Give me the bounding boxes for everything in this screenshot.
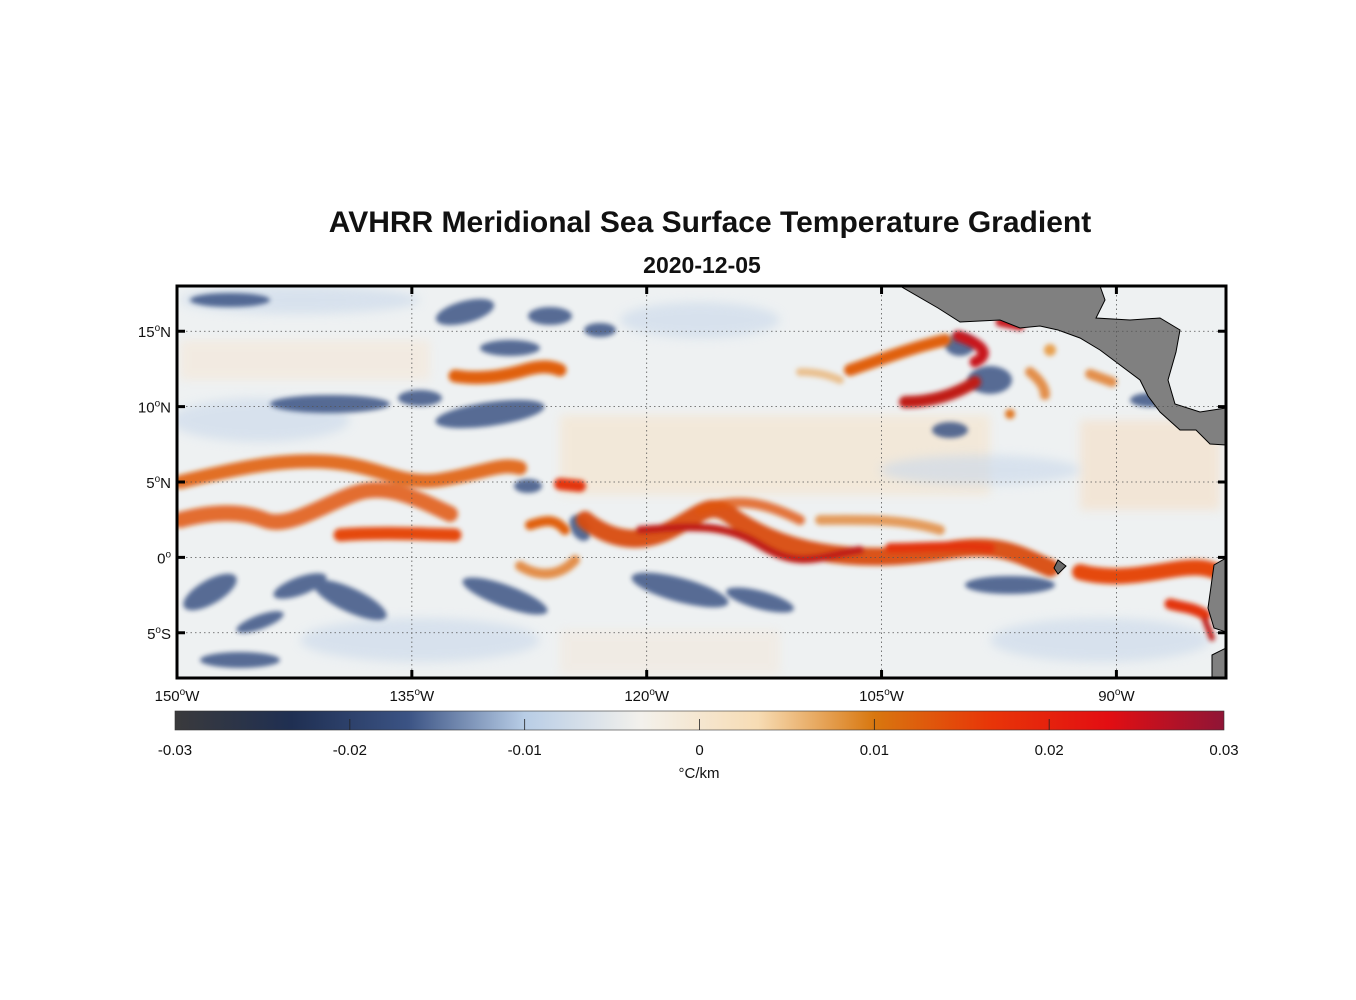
lon-tick-label: 150oW <box>155 687 201 705</box>
lat-tick-label: 10oN <box>138 399 171 417</box>
map-date-subtitle: 2020-12-05 <box>643 252 761 278</box>
lat-tick-label: 5oS <box>147 625 171 643</box>
map-title: AVHRR Meridional Sea Surface Temperature… <box>328 206 1092 239</box>
latitude-labels: 15oN 10oN 5oN 0o 5oS <box>138 323 172 643</box>
colorbar-tick-label: 0 <box>695 742 703 759</box>
colorbar-tick-label: -0.01 <box>508 742 542 759</box>
colorbar-tick-label: -0.02 <box>333 742 367 759</box>
colorbar-units-label: °C/km <box>679 765 720 782</box>
colorbar-tick-label: 0.01 <box>860 742 889 759</box>
lon-tick-label: 90oW <box>1098 687 1135 705</box>
colorbar-tick-label: -0.03 <box>158 742 192 759</box>
lon-tick-label: 135oW <box>389 687 435 705</box>
lat-tick-label: 5oN <box>146 474 171 492</box>
colorbar-tick-labels: -0.03 -0.02 -0.01 0 0.01 0.02 0.03 <box>158 742 1239 759</box>
lat-tick-label: 0o <box>157 549 171 567</box>
colorbar-tick-label: 0.02 <box>1035 742 1064 759</box>
gradient-field <box>177 286 1226 678</box>
graticule <box>177 286 1226 678</box>
lon-tick-label: 105oW <box>859 687 905 705</box>
land <box>899 286 1226 678</box>
colorbar-tick-label: 0.03 <box>1209 742 1238 759</box>
lon-tick-label: 120oW <box>624 687 670 705</box>
longitude-labels: 150oW 135oW 120oW 105oW 90oW <box>155 687 1136 705</box>
lat-tick-label: 15oN <box>138 323 171 341</box>
